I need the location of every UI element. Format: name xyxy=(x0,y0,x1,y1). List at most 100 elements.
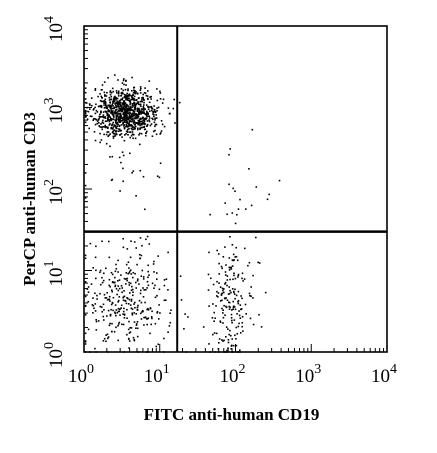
scatter-point xyxy=(113,129,116,131)
scatter-point xyxy=(237,274,240,277)
scatter-point xyxy=(135,195,137,197)
scatter-point xyxy=(143,107,145,109)
y-tick-label: 101 xyxy=(42,261,67,287)
scatter-point xyxy=(224,314,226,316)
scatter-point xyxy=(129,102,132,104)
scatter-point xyxy=(108,106,110,108)
scatter-point xyxy=(104,126,106,128)
scatter-point xyxy=(251,128,254,131)
scatter-point xyxy=(110,91,113,94)
scatter-point xyxy=(134,104,137,106)
scatter-point xyxy=(132,137,134,140)
scatter-point xyxy=(231,259,234,261)
scatter-point xyxy=(120,274,122,276)
scatter-point xyxy=(148,80,151,82)
x-tick-label: 104 xyxy=(371,362,397,387)
scatter-point xyxy=(210,277,212,280)
scatter-point xyxy=(114,125,117,127)
scatter-point xyxy=(92,109,95,111)
scatter-point xyxy=(117,339,119,342)
scatter-point xyxy=(101,240,103,243)
scatter-point xyxy=(120,120,122,122)
scatter-point xyxy=(149,106,151,108)
scatter-point xyxy=(107,131,110,133)
scatter-point xyxy=(95,119,98,121)
scatter-point xyxy=(113,100,116,103)
scatter-point xyxy=(146,235,149,238)
scatter-point xyxy=(123,116,125,118)
scatter-point xyxy=(123,78,125,80)
scatter-point xyxy=(150,316,153,318)
scatter-point xyxy=(98,122,100,124)
scatter-point xyxy=(114,110,116,113)
scatter-point xyxy=(222,256,225,258)
scatter-point xyxy=(108,104,111,107)
scatter-point xyxy=(139,128,141,130)
scatter-point xyxy=(109,91,111,93)
scatter-point xyxy=(143,120,146,123)
scatter-point xyxy=(178,101,181,104)
scatter-point xyxy=(238,322,240,325)
scatter-point xyxy=(207,289,210,291)
scatter-point xyxy=(133,133,135,136)
scatter-point xyxy=(101,100,104,103)
scatter-point xyxy=(123,290,125,292)
scatter-point xyxy=(134,103,136,105)
scatter-point xyxy=(230,291,232,294)
scatter-point xyxy=(100,139,103,141)
scatter-point xyxy=(119,101,122,104)
scatter-point xyxy=(84,304,87,307)
scatter-point xyxy=(125,302,128,305)
scatter-point xyxy=(144,117,147,119)
scatter-point xyxy=(258,313,260,316)
scatter-point xyxy=(84,172,87,174)
scatter-point xyxy=(216,249,218,252)
scatter-point xyxy=(112,102,114,105)
scatter-point xyxy=(132,336,135,339)
scatter-point xyxy=(101,276,103,279)
scatter-point xyxy=(149,307,152,310)
scatter-point xyxy=(120,93,123,95)
scatter-point xyxy=(131,172,133,174)
scatter-point xyxy=(238,314,241,317)
scatter-point xyxy=(121,103,124,106)
scatter-point xyxy=(124,112,126,115)
scatter-point xyxy=(264,291,267,294)
scatter-point xyxy=(125,103,128,106)
scatter-point xyxy=(130,124,133,126)
scatter-point xyxy=(221,292,223,295)
scatter-point xyxy=(128,125,130,127)
scatter-point xyxy=(108,278,111,281)
scatter-point xyxy=(133,101,135,104)
scatter-point xyxy=(242,330,244,332)
scatter-point xyxy=(103,100,106,102)
scatter-point xyxy=(235,294,238,297)
scatter-point xyxy=(114,304,117,306)
scatter-point xyxy=(180,299,183,301)
scatter-point xyxy=(89,108,91,110)
scatter-point xyxy=(117,271,119,273)
scatter-point xyxy=(222,289,224,292)
scatter-point xyxy=(135,281,137,284)
y-tick-label: 104 xyxy=(42,16,67,42)
scatter-point xyxy=(123,313,126,316)
scatter-point xyxy=(117,103,119,106)
scatter-point xyxy=(153,271,155,273)
scatter-point xyxy=(120,161,122,164)
scatter-point xyxy=(216,295,218,297)
scatter-point xyxy=(144,108,146,110)
scatter-point xyxy=(228,333,230,336)
scatter-point xyxy=(106,112,109,115)
scatter-point xyxy=(124,300,127,302)
scatter-point xyxy=(108,115,110,118)
scatter-point xyxy=(88,127,90,130)
scatter-point xyxy=(125,98,127,101)
scatter-point xyxy=(139,292,142,295)
scatter-point xyxy=(100,283,102,286)
scatter-point xyxy=(133,321,136,323)
scatter-point xyxy=(111,111,114,114)
scatter-point xyxy=(112,126,115,128)
scatter-point xyxy=(127,328,130,331)
scatter-point xyxy=(123,317,126,319)
